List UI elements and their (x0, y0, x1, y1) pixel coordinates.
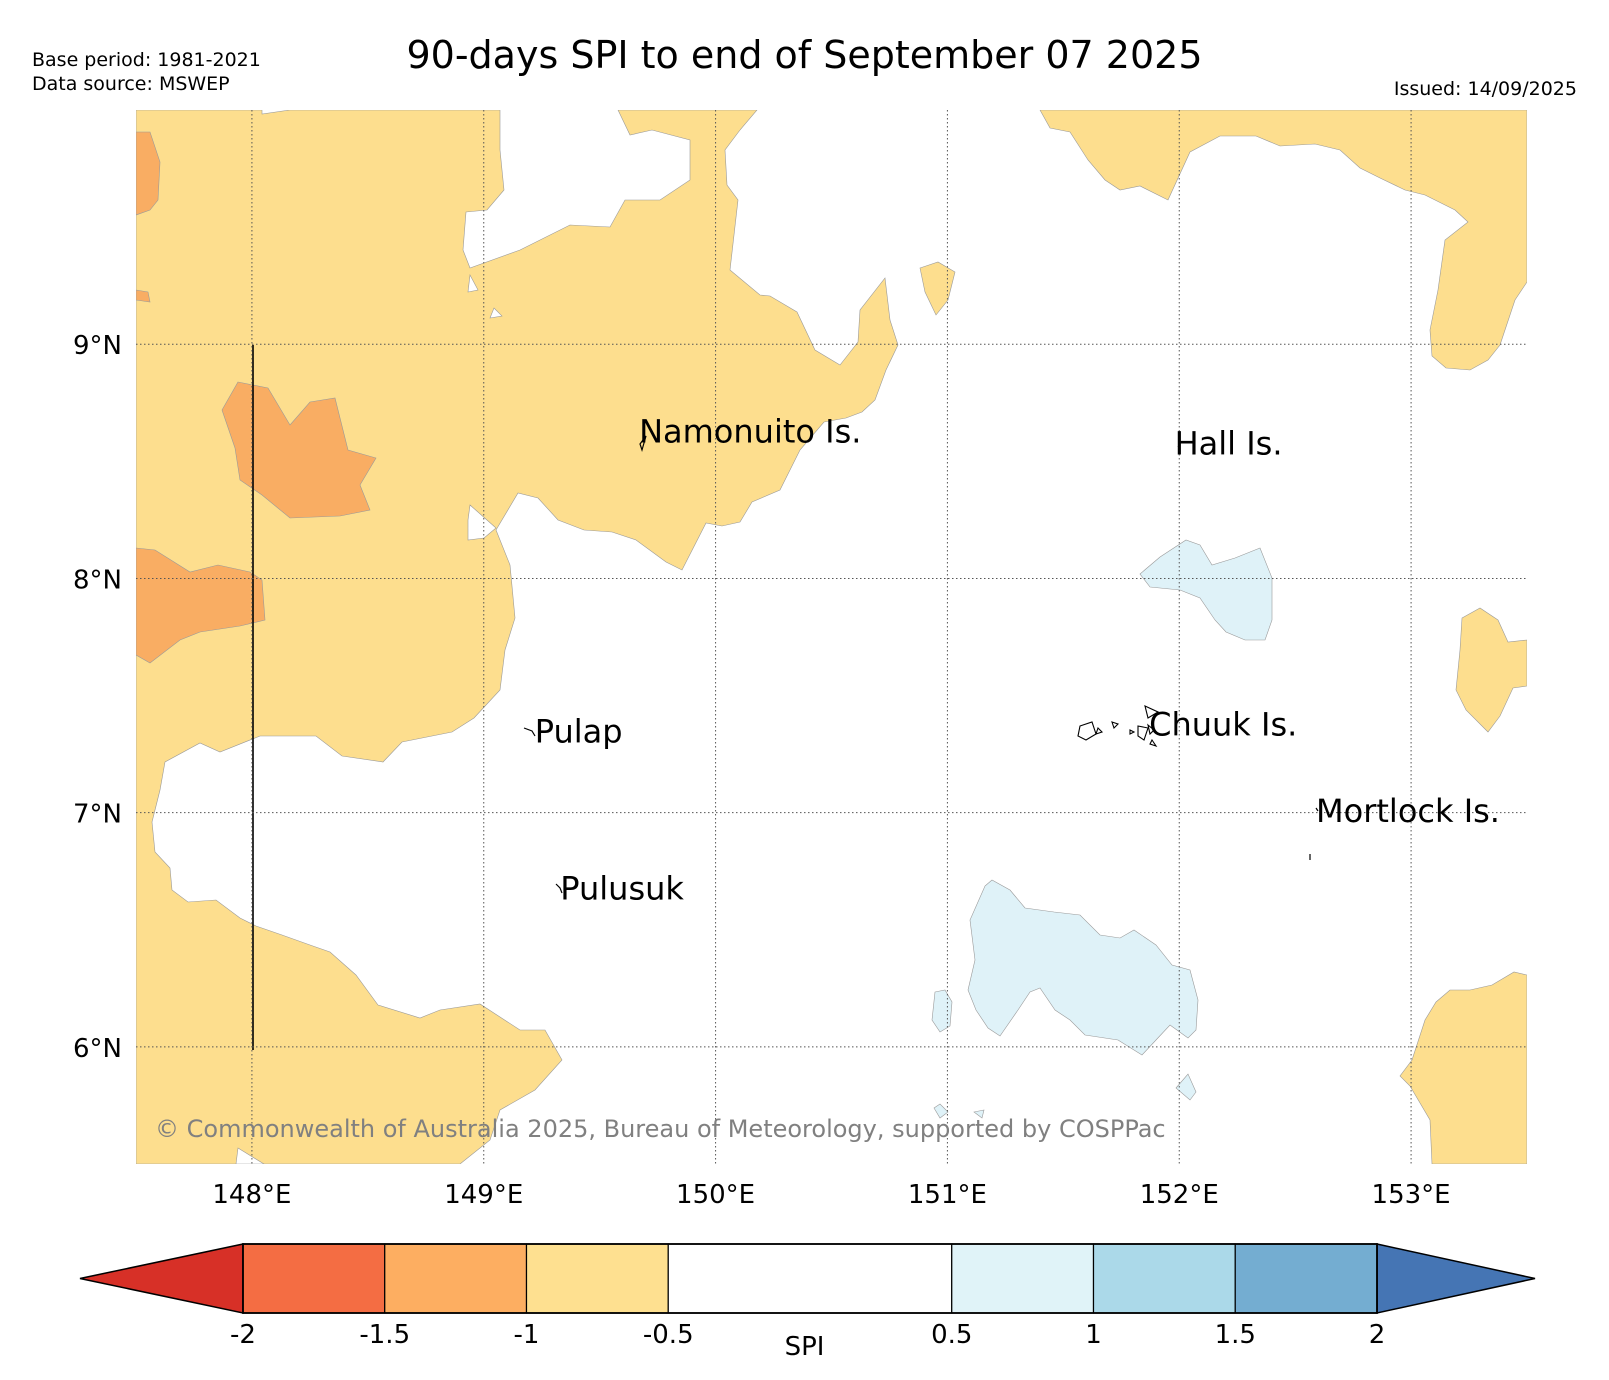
colorbar-label: SPI (784, 1332, 825, 1362)
longitude-labels: 148°E 149°E 150°E 151°E 152°E 153°E (212, 1180, 1450, 1210)
colorbar-bin (951, 1243, 1095, 1314)
lat-tick-label: 9°N (73, 331, 122, 361)
dry-strong-patch-3 (221, 381, 377, 519)
colorbar-extend-high (1376, 1243, 1536, 1314)
chuuk-islands-coastline (1077, 705, 1160, 748)
island-label: Mortlock Is. (1316, 792, 1500, 830)
island-label: Pulap (535, 712, 623, 750)
lat-tick-label: 8°N (73, 565, 122, 595)
dry-strong-patch-2 (136, 289, 151, 303)
lon-tick-label: 149°E (444, 1180, 523, 1210)
map-title: 90-days SPI to end of September 07 2025 (406, 33, 1203, 77)
colorbar-bin (525, 1243, 669, 1314)
base-period-text: Base period: 1981-2021 (32, 49, 261, 71)
near-normal-patch-4 (235, 1147, 265, 1164)
wet-region-6 (973, 1109, 985, 1119)
dry-region-northeast (1039, 110, 1527, 371)
data-source-text: Data source: MSWEP (32, 73, 230, 95)
lat-tick-label: 6°N (73, 1034, 122, 1064)
colorbar-bin (1092, 1243, 1236, 1314)
colorbar-bin (242, 1243, 386, 1314)
spi-field (136, 110, 1527, 1164)
issued-date: Issued: 14/09/2025 (1393, 78, 1577, 100)
lon-tick-label: 150°E (676, 1180, 755, 1210)
island-label: Hall Is. (1175, 424, 1283, 462)
dry-strong-patch-4 (136, 547, 266, 664)
island-label: Pulusuk (560, 869, 684, 907)
latitude-labels: 9°N 8°N 7°N 6°N (73, 331, 122, 1064)
colorbar-bin (384, 1243, 528, 1314)
spi-map: 9°N 8°N 7°N 6°N 148°E 149°E 150°E 151°E 152°E 15… (73, 110, 1527, 1210)
copyright-notice: © Commonwealth of Australia 2025, Bureau… (155, 1115, 1166, 1143)
dry-region-southeast (1399, 971, 1527, 1164)
small-islands (523, 435, 1319, 894)
near-normal-patch-2 (467, 274, 479, 293)
dry-strong-patch-1 (136, 131, 161, 216)
near-normal-patch-1 (467, 504, 497, 541)
island-labels: Namonuito Is. Hall Is. Pulap Chuuk Is. Mortl… (535, 413, 1500, 908)
wet-region-4 (1175, 1073, 1197, 1101)
colorbar-frame (242, 1243, 1378, 1314)
wet-region-5 (933, 1103, 949, 1119)
lon-tick-label: 152°E (1140, 1180, 1219, 1210)
wet-region-3 (931, 989, 953, 1033)
lon-tick-label: 151°E (908, 1180, 987, 1210)
dry-region-east (1455, 607, 1527, 733)
wet-region-1 (1139, 539, 1273, 641)
colorbar-bin (1234, 1243, 1378, 1314)
colorbar-extend-low (79, 1243, 244, 1314)
colorbar-bins (79, 1243, 1536, 1314)
lat-tick-label: 7°N (73, 800, 122, 830)
dry-region-small-1 (919, 261, 956, 316)
dry-region-west (136, 110, 899, 1164)
colorbar-bin (667, 1243, 953, 1314)
near-normal-patch-3 (489, 307, 503, 319)
island-label: Chuuk Is. (1149, 705, 1297, 743)
wet-region-2 (967, 879, 1199, 1056)
metadata-left: Base period: 1981-2021 Data source: MSWE… (32, 48, 261, 96)
lon-tick-label: 148°E (212, 1180, 291, 1210)
island-label: Namonuito Is. (639, 413, 861, 451)
lon-tick-label: 153°E (1372, 1180, 1451, 1210)
